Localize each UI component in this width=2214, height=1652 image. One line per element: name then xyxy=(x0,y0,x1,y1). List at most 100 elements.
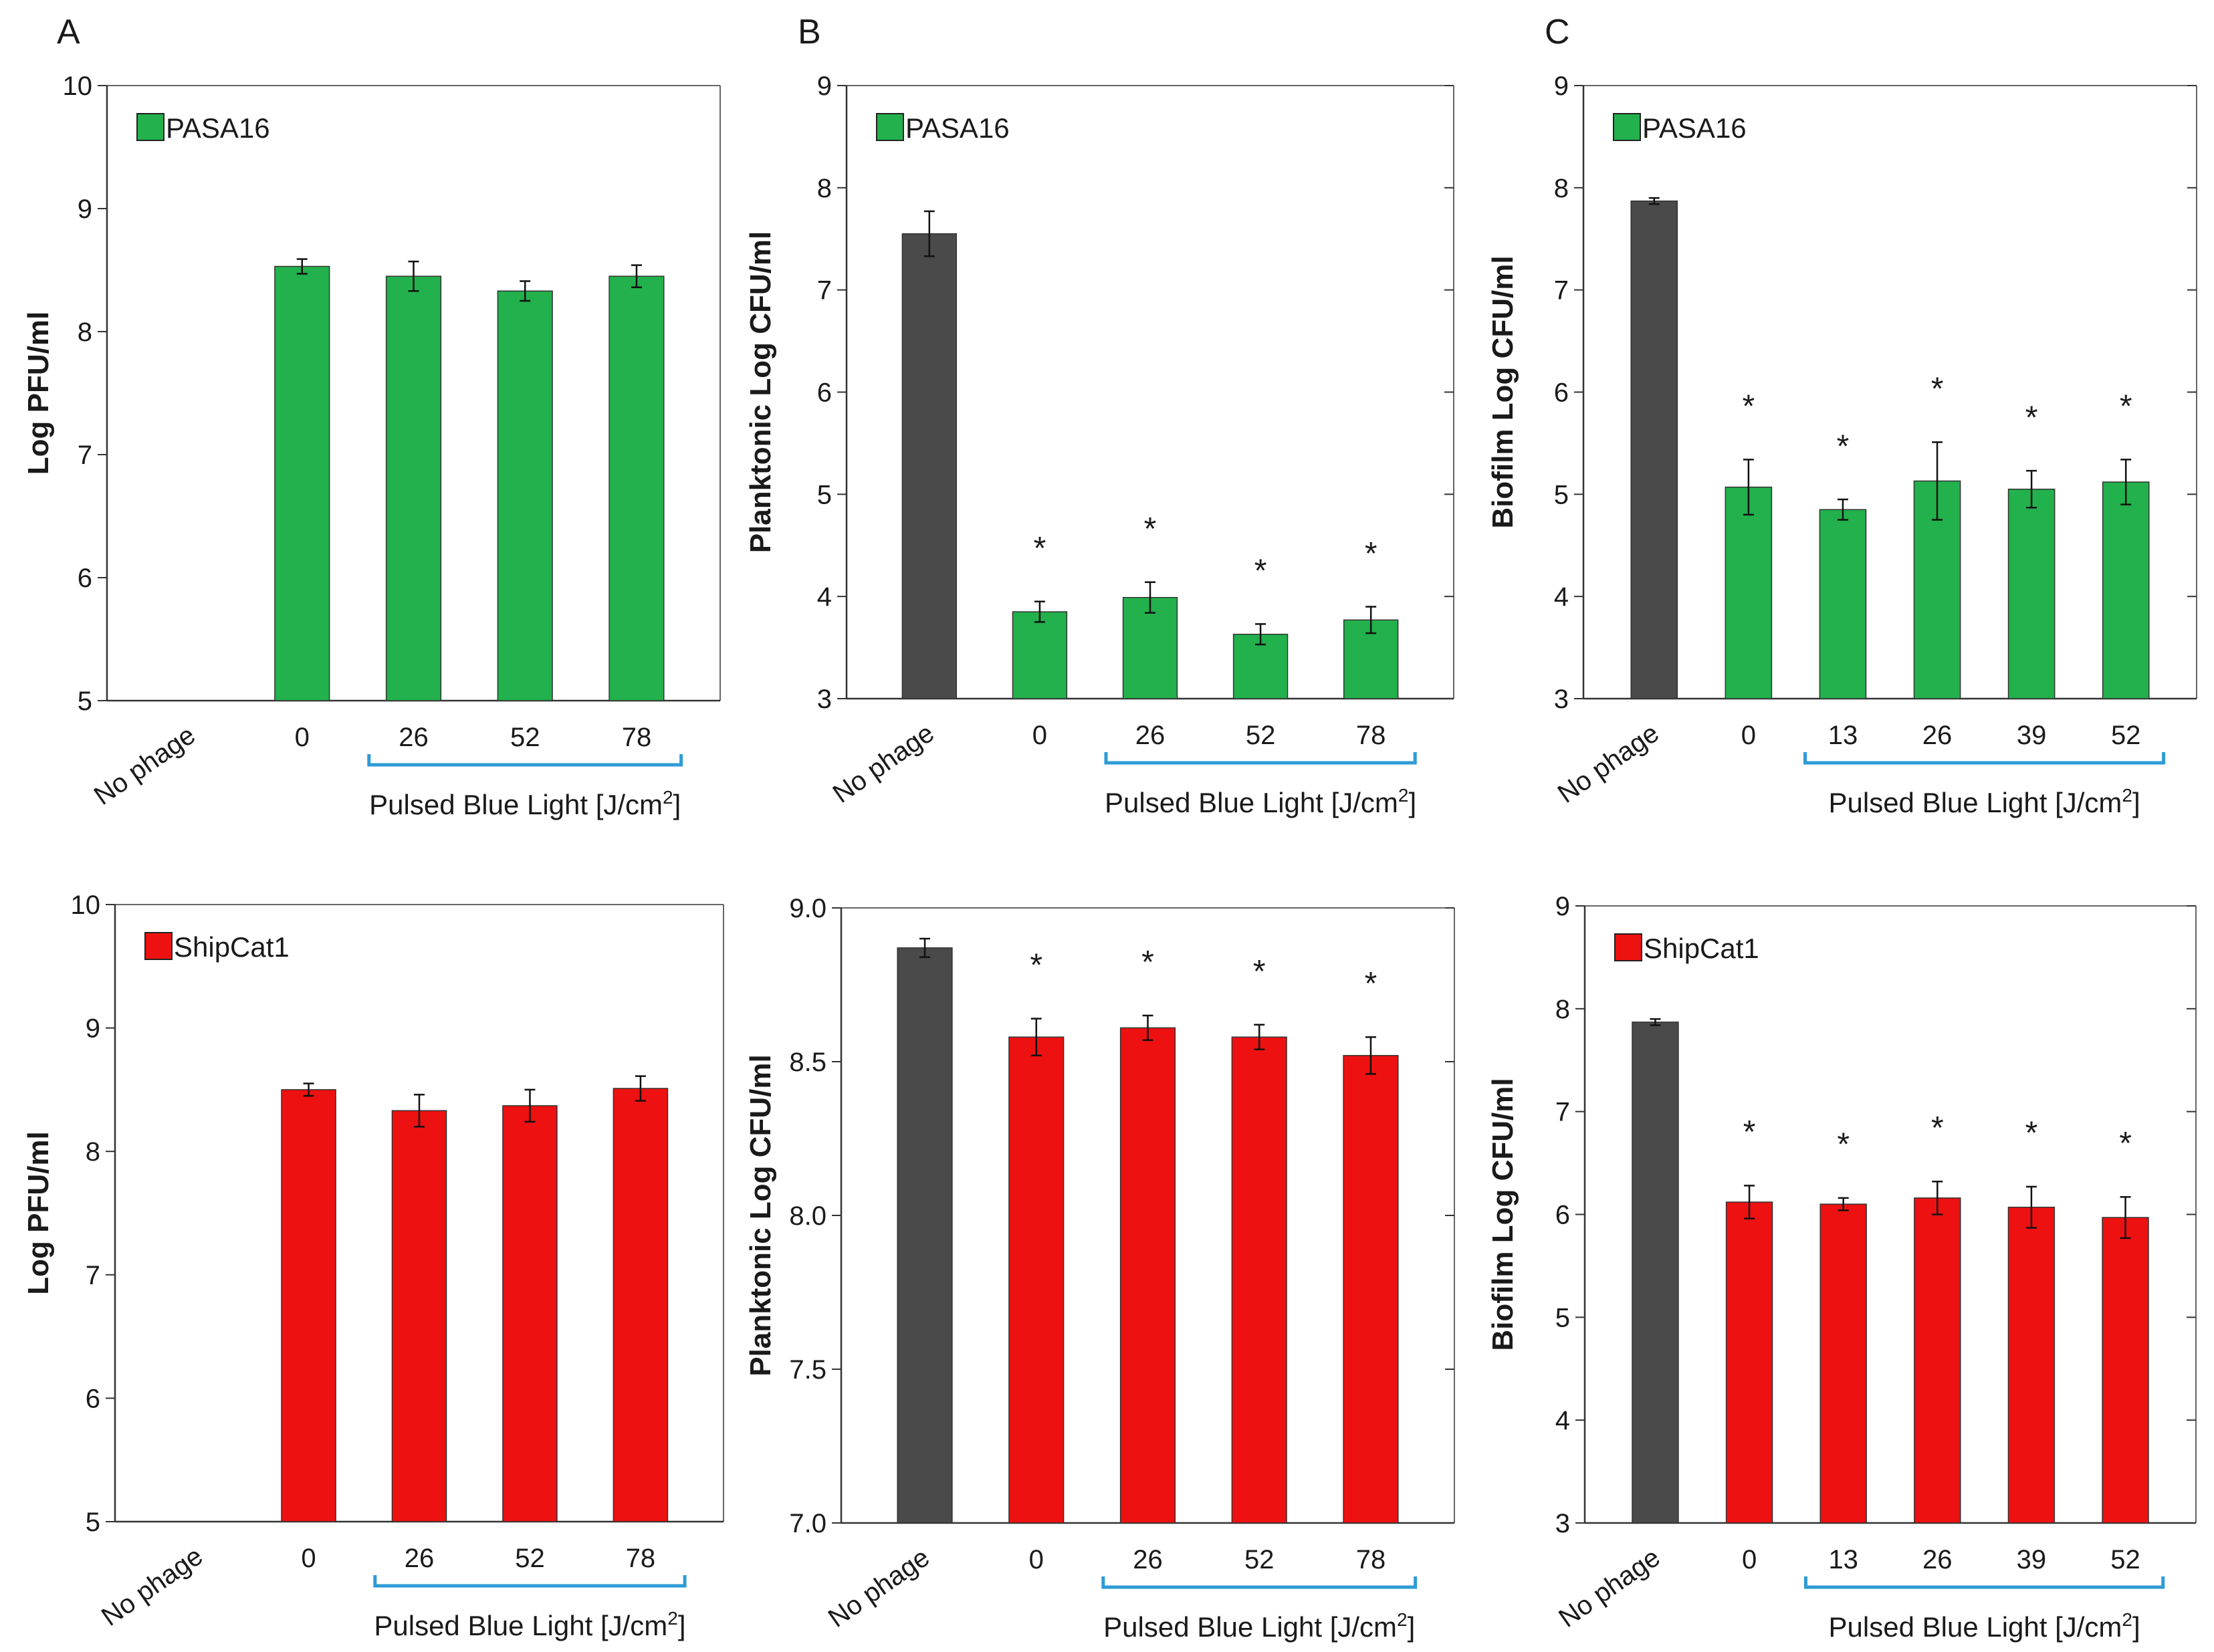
chart-panel-6: 3 4 5 6 7 8 9 Biofilm Log CFU/ml ShipCat1 * * * * * No… xyxy=(1486,892,2197,1643)
y-tick-label: 9 xyxy=(78,195,92,224)
y-tick-label: 4 xyxy=(1555,1406,1570,1435)
bar xyxy=(274,265,330,701)
y-tick-label: 7 xyxy=(78,441,92,470)
significance-star: * xyxy=(1254,554,1267,589)
significance-star: * xyxy=(1034,531,1046,566)
y-tick-label: 7.0 xyxy=(789,1509,826,1538)
bar xyxy=(502,1105,558,1522)
x-tick-label: 26 xyxy=(1133,1545,1163,1574)
x-tick-label: 52 xyxy=(1246,721,1276,750)
bar xyxy=(497,290,553,701)
x-tick-label: 78 xyxy=(1356,1545,1386,1574)
y-tick-label: 8 xyxy=(1554,174,1569,203)
x-tick-label: 39 xyxy=(2017,1545,2047,1574)
x-tick-label: 0 xyxy=(1741,721,1756,750)
significance-star: * xyxy=(1743,389,1755,425)
y-tick-label: 9 xyxy=(1554,72,1569,101)
y-tick-label: 7 xyxy=(86,1261,100,1290)
chart-panel-3: C 3 4 5 6 7 8 9 Biofilm Log CFU/ml PASA16 * * * * * No … xyxy=(1486,13,2197,818)
x-tick-label: No phage xyxy=(823,1542,935,1633)
y-tick-label: 5 xyxy=(78,687,92,716)
x-tick-label: 26 xyxy=(1922,721,1953,750)
x-tick-label: No phage xyxy=(96,1541,208,1632)
significance-star: * xyxy=(1253,954,1266,989)
y-tick-label: 7 xyxy=(1555,1098,1570,1127)
bar xyxy=(1632,1022,1679,1524)
x-tick-label: 0 xyxy=(1029,1545,1044,1574)
x-axis-label-superscript: 2 xyxy=(663,787,673,808)
legend-label: ShipCat1 xyxy=(1644,933,1759,964)
x-axis-label: Pulsed Blue Light [J/cm2] xyxy=(369,787,681,820)
bar xyxy=(1012,611,1068,699)
x-axis-label-end: ] xyxy=(1408,1611,1416,1643)
y-tick-label: 6 xyxy=(86,1384,100,1413)
x-tick-label: 52 xyxy=(515,1544,545,1573)
x-axis-label-main: Pulsed Blue Light [J/cm xyxy=(1829,1611,2122,1643)
legend-swatch xyxy=(136,113,164,141)
x-tick-label: 78 xyxy=(622,723,652,752)
x-axis-label-main: Pulsed Blue Light [J/cm xyxy=(369,789,663,820)
y-tick-label: 10 xyxy=(71,891,101,920)
y-axis-label: Planktonic Log CFU/ml xyxy=(744,231,777,554)
x-tick-label: 26 xyxy=(399,723,429,752)
y-tick-label: 7.5 xyxy=(789,1355,826,1385)
legend-swatch xyxy=(876,113,904,141)
x-axis-label-end: ] xyxy=(2132,787,2140,818)
x-axis-label: Pulsed Blue Light [J/cm2] xyxy=(1103,1609,1415,1643)
y-tick-label: 8 xyxy=(1555,995,1570,1024)
x-tick-label: No phage xyxy=(1553,1542,1665,1633)
x-axis-label-end: ] xyxy=(678,1610,686,1641)
x-axis-label: Pulsed Blue Light [J/cm2] xyxy=(374,1608,685,1641)
y-tick-label: 9.0 xyxy=(789,894,826,923)
significance-star: * xyxy=(1365,966,1377,1001)
significance-star: * xyxy=(1144,511,1157,547)
y-tick-label: 8 xyxy=(86,1137,100,1167)
legend-label: PASA16 xyxy=(166,112,270,144)
dose-bracket xyxy=(1803,1576,2165,1589)
significance-star: * xyxy=(1365,536,1377,572)
x-tick-label: 52 xyxy=(510,723,540,752)
significance-star: * xyxy=(2119,1126,2132,1161)
x-tick-label: No phage xyxy=(1553,718,1664,809)
y-tick-label: 10 xyxy=(63,72,93,101)
x-axis-label-end: ] xyxy=(1408,787,1416,818)
chart-panel-5: 7.0 7.5 8.0 8.5 9.0 Planktonic Log CFU/ml * * * *… xyxy=(744,894,1455,1643)
y-axis-label: Log PFU/ml xyxy=(22,312,55,475)
x-axis-label-superscript: 2 xyxy=(2122,785,2132,806)
legend-label: ShipCat1 xyxy=(174,931,290,963)
x-tick-label: 0 xyxy=(301,1544,316,1573)
bar xyxy=(1819,1203,1867,1524)
y-tick-label: 8.5 xyxy=(789,1048,826,1077)
x-axis-label-superscript: 2 xyxy=(2122,1609,2132,1630)
bar xyxy=(385,275,442,701)
bar xyxy=(1231,1036,1287,1524)
bar xyxy=(613,1088,669,1522)
bar xyxy=(1819,509,1867,699)
y-tick-label: 3 xyxy=(1555,1509,1570,1538)
significance-star: * xyxy=(1837,429,1850,464)
bar xyxy=(1630,200,1678,699)
y-tick-label: 7 xyxy=(817,276,832,306)
x-axis-label-main: Pulsed Blue Light [J/cm xyxy=(1103,1611,1397,1643)
x-axis-label-main: Pulsed Blue Light [J/cm xyxy=(1105,787,1398,818)
x-tick-label: 0 xyxy=(1032,721,1047,750)
y-tick-label: 8 xyxy=(78,318,92,347)
bar xyxy=(1343,1055,1399,1524)
significance-star: * xyxy=(2120,389,2132,425)
bar xyxy=(608,275,665,701)
x-tick-label: No phage xyxy=(89,720,201,811)
x-tick-label: 78 xyxy=(1356,721,1386,750)
y-tick-label: 6 xyxy=(1554,378,1569,408)
x-axis-label-superscript: 2 xyxy=(1398,785,1409,806)
y-tick-label: 6 xyxy=(78,564,92,593)
bar xyxy=(1122,596,1178,699)
legend-swatch xyxy=(144,932,173,960)
x-tick-label: 26 xyxy=(405,1544,435,1573)
bar xyxy=(391,1110,447,1522)
bar xyxy=(2102,1217,2149,1524)
y-axis-label: Log PFU/ml xyxy=(22,1131,55,1294)
x-tick-label: 13 xyxy=(1828,1545,1858,1574)
